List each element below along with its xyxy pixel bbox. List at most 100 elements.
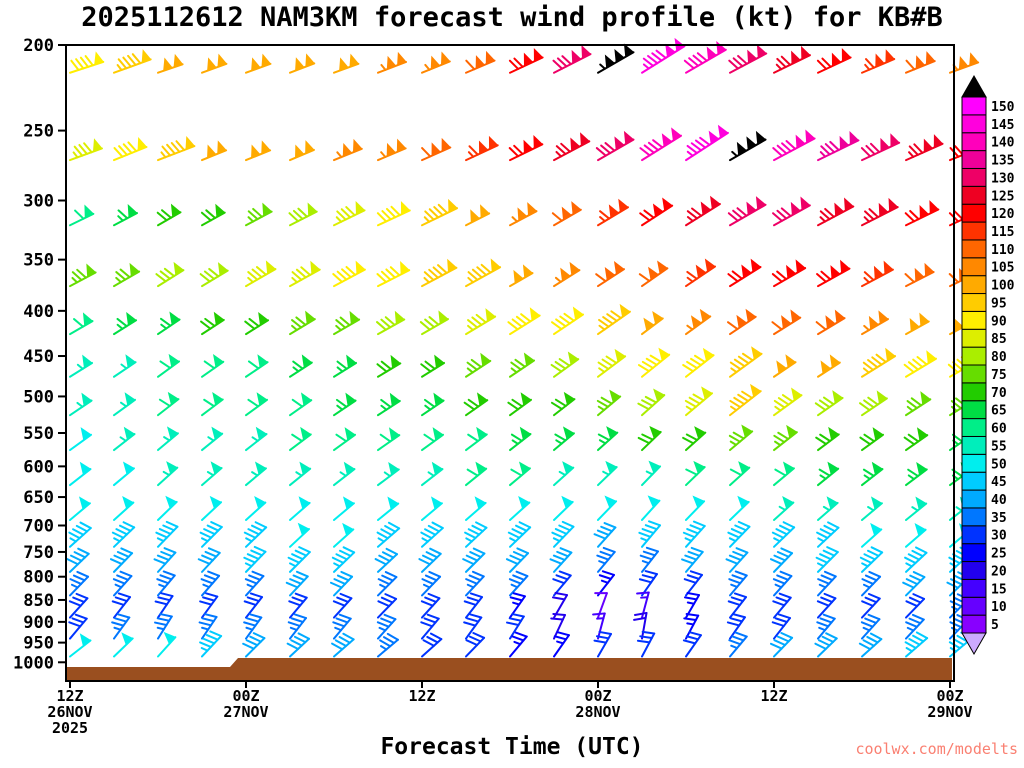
- svg-text:135: 135: [991, 154, 1014, 169]
- wind-barb: [288, 202, 318, 227]
- wind-barb: [465, 258, 502, 288]
- wind-barb: [641, 37, 686, 74]
- wind-barb: [550, 351, 580, 378]
- wind-barb: [859, 427, 885, 452]
- wind-barb: [639, 546, 660, 573]
- wind-barb: [508, 48, 544, 74]
- wind-barb: [465, 426, 488, 452]
- wind-barb: [597, 43, 635, 74]
- wind-barb: [333, 522, 355, 548]
- barb-layer: [66, 37, 985, 658]
- wind-barb: [505, 547, 530, 573]
- wind-barb: [289, 260, 321, 288]
- wind-barb: [550, 391, 576, 417]
- wind-barb: [377, 427, 401, 452]
- wind-barb: [111, 521, 136, 548]
- wind-barb: [377, 392, 401, 417]
- wind-barb: [242, 632, 266, 658]
- wind-barb: [376, 613, 397, 640]
- svg-text:120: 120: [991, 207, 1015, 222]
- wind-barb: [905, 593, 926, 619]
- wind-barb: [595, 261, 625, 288]
- wind-barb: [553, 132, 591, 162]
- wind-barb: [157, 631, 177, 658]
- svg-text:145: 145: [991, 118, 1014, 133]
- wind-barb: [769, 547, 794, 573]
- wind-barb: [641, 495, 661, 521]
- wind-barb: [157, 53, 184, 74]
- wind-barb: [199, 521, 223, 548]
- terrain-surface: [66, 658, 952, 681]
- wind-barb: [201, 53, 228, 74]
- wind-barb: [289, 522, 311, 548]
- wind-barb: [553, 261, 581, 288]
- wind-barb: [905, 523, 927, 548]
- wind-barb: [463, 592, 484, 619]
- wind-barb: [462, 547, 486, 573]
- wind-barb: [905, 613, 925, 640]
- svg-text:5: 5: [991, 618, 999, 633]
- wind-barb: [727, 196, 767, 227]
- wind-barb: [685, 495, 706, 521]
- wind-barb: [772, 570, 793, 597]
- wind-barb: [289, 53, 316, 74]
- wind-barb: [420, 592, 441, 619]
- wind-barb: [69, 354, 94, 378]
- wind-barb: [904, 200, 940, 227]
- wind-barb: [199, 630, 223, 658]
- wind-barb: [376, 200, 411, 227]
- wind-barb: [639, 197, 674, 227]
- wind-barb: [728, 424, 754, 452]
- wind-barb: [638, 520, 661, 548]
- wind-barb: [773, 354, 797, 378]
- x-axis-title: Forecast Time (UTC): [380, 734, 644, 760]
- wind-barb: [421, 427, 445, 452]
- wind-barb: [154, 613, 173, 640]
- wind-barb: [199, 262, 229, 288]
- wind-barb: [157, 461, 179, 487]
- wind-barb: [69, 312, 94, 336]
- wind-barb: [245, 461, 267, 487]
- svg-text:35: 35: [991, 511, 1007, 526]
- wind-barb: [815, 309, 846, 336]
- svg-text:125: 125: [991, 189, 1014, 204]
- wind-barb: [333, 201, 366, 227]
- wind-barb: [772, 129, 816, 162]
- wind-barb: [553, 461, 575, 487]
- wind-barb: [816, 592, 837, 619]
- wind-barb: [729, 461, 751, 487]
- wind-barb: [245, 354, 269, 378]
- wind-barb: [376, 310, 406, 336]
- svg-text:450: 450: [23, 347, 54, 367]
- wind-barb: [245, 496, 267, 521]
- wind-barb: [861, 260, 894, 288]
- wind-barb: [285, 570, 309, 597]
- wind-barb: [904, 546, 928, 573]
- wind-barb: [553, 631, 570, 658]
- wind-barb: [287, 613, 308, 640]
- wind-barb: [905, 312, 930, 336]
- svg-text:75: 75: [991, 368, 1007, 383]
- wind-barb: [66, 547, 90, 573]
- wind-barb: [243, 545, 267, 573]
- svg-text:200: 200: [23, 36, 54, 56]
- wind-barb: [69, 392, 93, 417]
- wind-barb: [243, 613, 263, 640]
- wind-barb: [69, 204, 95, 227]
- wind-barb: [637, 425, 662, 452]
- wind-barb: [858, 390, 888, 417]
- wind-barb: [817, 131, 860, 162]
- svg-text:15: 15: [991, 582, 1007, 597]
- wind-barb: [68, 521, 92, 548]
- wind-barb: [374, 547, 399, 573]
- wind-barb: [69, 427, 93, 452]
- wind-barb: [509, 202, 538, 227]
- svg-text:12Z: 12Z: [760, 687, 787, 705]
- wind-barb: [861, 570, 882, 597]
- wind-barb: [729, 346, 763, 378]
- colorbar-under-arrow: [961, 632, 987, 656]
- svg-text:55: 55: [991, 439, 1007, 454]
- wind-barb: [332, 260, 366, 288]
